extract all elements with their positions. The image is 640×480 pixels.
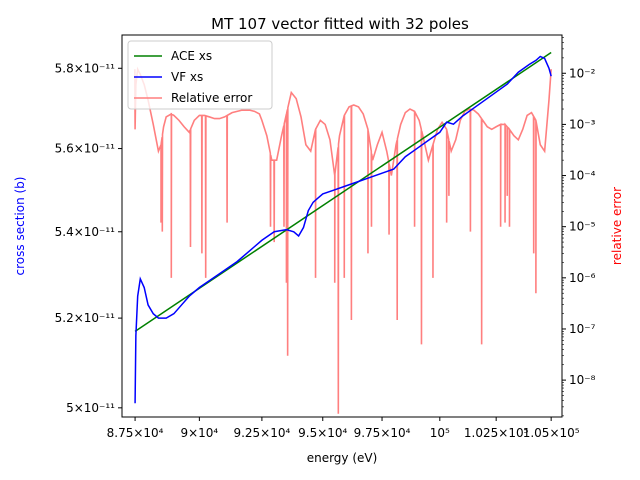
y-tick-label: 5.2×10⁻¹¹ (55, 311, 116, 325)
y-tick-label: 5.4×10⁻¹¹ (55, 225, 116, 239)
y-axis-right: 10⁻⁸ 10⁻⁷ 10⁻⁶ 10⁻⁵ 10⁻⁴ 10⁻³ 10⁻² (562, 37, 596, 417)
y2-axis-label: relative error (610, 187, 624, 265)
plot-frame (121, 34, 563, 418)
series-line-vf-xs (134, 55, 552, 404)
legend-label: ACE xs (171, 49, 212, 63)
x-axis-label: energy (eV) (307, 451, 378, 465)
y-tick-label: 5×10⁻¹¹ (66, 401, 115, 415)
chart-title: MT 107 vector fitted with 32 poles (211, 15, 469, 33)
y2-tick-label: 10⁻⁴ (569, 169, 596, 183)
x-tick-label: 10⁵ (430, 426, 450, 440)
y2-tick-label: 10⁻⁸ (569, 373, 596, 387)
y-axis-label: cross section (b) (13, 177, 27, 276)
x-tick-label: 8.75×10⁴ (107, 426, 164, 440)
legend-label: VF xs (171, 70, 203, 84)
y-axis-left: 5×10⁻¹¹ 5.2×10⁻¹¹ 5.4×10⁻¹¹ 5.6×10⁻¹¹ 5.8×10… (55, 61, 122, 415)
y2-tick-label: 10⁻⁵ (569, 220, 596, 234)
legend-box (127, 40, 273, 110)
x-tick-label: 9×10⁴ (180, 426, 218, 440)
plot-area-series (134, 51, 552, 414)
y2-tick-label: 10⁻² (569, 66, 596, 80)
x-tick-label: 9.25×10⁴ (233, 426, 290, 440)
legend-label: Relative error (171, 91, 252, 105)
x-tick-label: 1.05×10⁵ (523, 426, 580, 440)
y2-tick-label: 10⁻³ (569, 117, 596, 131)
y2-tick-label: 10⁻⁶ (569, 271, 596, 285)
x-tick-label: 1.025×10⁵ (464, 426, 529, 440)
series-line-relative-error (134, 66, 552, 414)
y-tick-label: 5.6×10⁻¹¹ (55, 142, 116, 156)
y-tick-label: 5.8×10⁻¹¹ (55, 61, 116, 75)
y2-tick-label: 10⁻⁷ (569, 322, 596, 336)
x-axis: 8.75×10⁴ 9×10⁴ 9.25×10⁴ 9.5×10⁴ 9.75×10⁴ 10⁵ 1… (107, 417, 580, 440)
x-tick-label: 9.5×10⁴ (298, 426, 347, 440)
legend: ACE xs VF xs Relative error (127, 40, 273, 110)
x-tick-label: 9.75×10⁴ (354, 426, 411, 440)
